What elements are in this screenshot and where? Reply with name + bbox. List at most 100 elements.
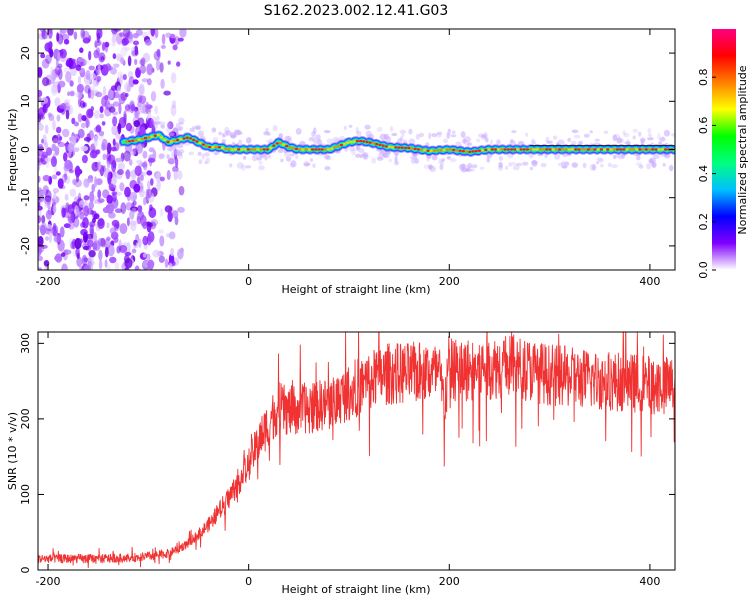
halo-blob	[464, 136, 472, 143]
noise-blob	[148, 30, 152, 35]
noise-blob	[124, 251, 132, 256]
noise-blob	[99, 113, 104, 119]
halo-blob	[243, 155, 247, 160]
noise-blob	[64, 159, 73, 170]
halo-blob	[241, 164, 246, 171]
halo-blob	[436, 133, 442, 138]
noise-blob	[87, 239, 94, 248]
halo-blob	[583, 133, 590, 138]
halo-blob	[413, 156, 418, 160]
ridge-peak	[615, 148, 620, 151]
ridge-peak	[265, 148, 270, 151]
noise-blob	[147, 180, 151, 190]
halo-blob	[371, 157, 377, 164]
y-tick-label: 10	[19, 94, 32, 108]
x-tick-label: 400	[639, 575, 660, 588]
ridge-peak	[436, 149, 440, 152]
noise-blob	[86, 208, 93, 215]
noise-blob	[144, 39, 152, 46]
halo-blob	[176, 144, 184, 149]
ridge-peak	[375, 142, 379, 146]
noise-blob	[89, 72, 97, 80]
ridge-peak	[497, 148, 501, 151]
halo-blob	[515, 162, 523, 167]
halo-blob	[592, 164, 597, 171]
halo-blob	[669, 164, 674, 172]
ridge-peak	[349, 140, 353, 144]
noise-blob	[101, 96, 107, 107]
ridge-peak	[532, 148, 536, 151]
halo-blob	[525, 132, 529, 137]
noise-blob	[38, 143, 44, 152]
noise-blob	[103, 168, 111, 178]
noise-blob	[96, 32, 100, 43]
ridge-peak	[570, 148, 575, 151]
ridge-peak	[233, 148, 237, 151]
noise-blob	[74, 205, 80, 217]
ridge-peak	[387, 145, 392, 149]
noise-blob	[168, 231, 176, 240]
noise-blob	[50, 66, 55, 78]
noise-blob	[96, 75, 102, 83]
halo-blob	[476, 138, 481, 143]
ridge-peak	[603, 148, 607, 151]
halo-blob	[646, 163, 651, 170]
colorbar: 0.0 0.2 0.4 0.6 0.8 Normalized spectral ampl…	[697, 29, 749, 279]
ridge-peak	[217, 146, 221, 149]
noise-blob	[94, 75, 102, 82]
noise-blob	[41, 138, 45, 144]
ridge-peak	[307, 148, 311, 151]
ridge-peak	[484, 148, 488, 152]
halo-blob	[290, 160, 297, 168]
noise-blob	[110, 146, 117, 152]
noise-blob	[102, 85, 107, 98]
noise-blob	[41, 151, 49, 159]
ridge-peak	[561, 148, 565, 151]
noise-blob	[80, 29, 85, 39]
halo-blob	[489, 139, 493, 145]
ridge-peak	[147, 136, 151, 139]
noise-blob	[112, 116, 118, 127]
halo-blob	[557, 139, 565, 146]
halo-blob	[171, 151, 177, 158]
noise-blob	[80, 228, 88, 236]
ridge-peak	[301, 148, 305, 151]
ridge-peak	[628, 148, 632, 151]
ridge-peak	[468, 150, 472, 154]
noise-blob	[92, 210, 97, 220]
noise-blob	[125, 169, 131, 180]
noise-blob	[154, 105, 158, 115]
noise-blob	[122, 74, 127, 81]
noise-blob	[97, 218, 105, 230]
noise-blob	[93, 135, 98, 148]
halo-blob	[414, 158, 419, 164]
ridge-peak	[638, 148, 642, 151]
y-tick-label: -10	[19, 189, 32, 207]
noise-blob	[124, 267, 130, 270]
ridge-peak	[127, 140, 132, 143]
ridge-peak	[172, 139, 176, 142]
ridge-peak	[243, 148, 247, 151]
halo-blob	[414, 157, 419, 164]
halo-blob	[431, 155, 438, 161]
ridge-peak	[214, 145, 218, 149]
ridge-peak	[163, 138, 167, 141]
halo-blob	[639, 137, 646, 143]
noise-blob	[100, 237, 106, 248]
ridge-peak	[269, 146, 273, 150]
ridge-peak	[192, 138, 196, 142]
noise-blob	[126, 217, 130, 227]
halo-blob	[258, 165, 265, 171]
noise-blob	[38, 151, 41, 163]
noise-blob	[106, 151, 111, 163]
ridge-peak	[609, 148, 613, 151]
ridge-peak	[606, 148, 610, 151]
halo-blob	[178, 126, 184, 131]
ridge-peak	[339, 143, 343, 147]
halo-blob	[295, 154, 299, 160]
snr-ylabel: SNR (10 * v/v)	[6, 412, 19, 490]
noise-blob	[96, 130, 104, 141]
figure-title: S162.2023.002.12.41.G03	[264, 3, 449, 19]
halo-blob	[632, 135, 636, 140]
halo-blob	[649, 157, 656, 164]
